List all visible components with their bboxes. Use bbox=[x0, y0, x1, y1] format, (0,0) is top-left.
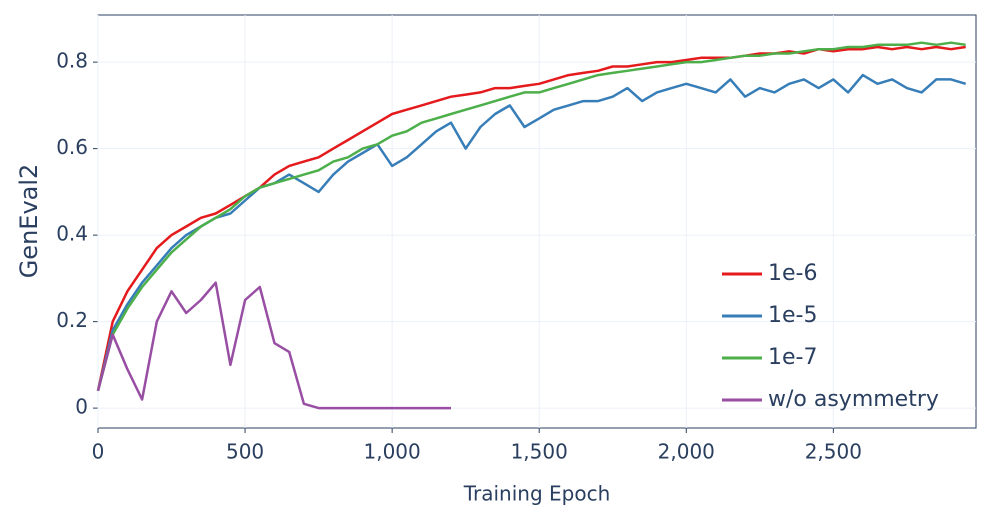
x-tick-label: 1,000 bbox=[364, 440, 421, 464]
legend-label: 1e-5 bbox=[768, 303, 817, 328]
legend-label: 1e-7 bbox=[768, 345, 817, 370]
series-line bbox=[96, 281, 451, 410]
x-tick-label: 500 bbox=[226, 440, 264, 464]
y-axis-label: GenEval2 bbox=[15, 164, 43, 279]
y-tick-label: 0.6 bbox=[56, 135, 88, 159]
lines bbox=[96, 41, 967, 410]
x-tick-label: 1,500 bbox=[511, 440, 568, 464]
series-line bbox=[96, 41, 966, 392]
legend-label: w/o asymmetry bbox=[768, 387, 939, 412]
x-axis-label: Training Epoch bbox=[463, 482, 611, 506]
y-tick-label: 0.2 bbox=[56, 308, 88, 332]
series-line bbox=[96, 73, 967, 392]
plot-area bbox=[97, 14, 977, 429]
y-tick-label: 0.4 bbox=[56, 222, 88, 246]
y-tick-label: 0.8 bbox=[56, 49, 88, 73]
y-tick-label: 0 bbox=[75, 395, 88, 419]
x-tick-label: 0 bbox=[92, 440, 105, 464]
grid: 0 0.2 0.4 0.6 0.8 0 500 1,000 1,500 2,000 2,500 bbox=[56, 15, 976, 464]
x-tick-label: 2,500 bbox=[805, 440, 862, 464]
legend-label: 1e-6 bbox=[768, 261, 817, 286]
x-tick-label: 2,000 bbox=[658, 440, 715, 464]
legend: 1e-6 1e-5 1e-7 w/o asymmetry bbox=[722, 261, 939, 412]
